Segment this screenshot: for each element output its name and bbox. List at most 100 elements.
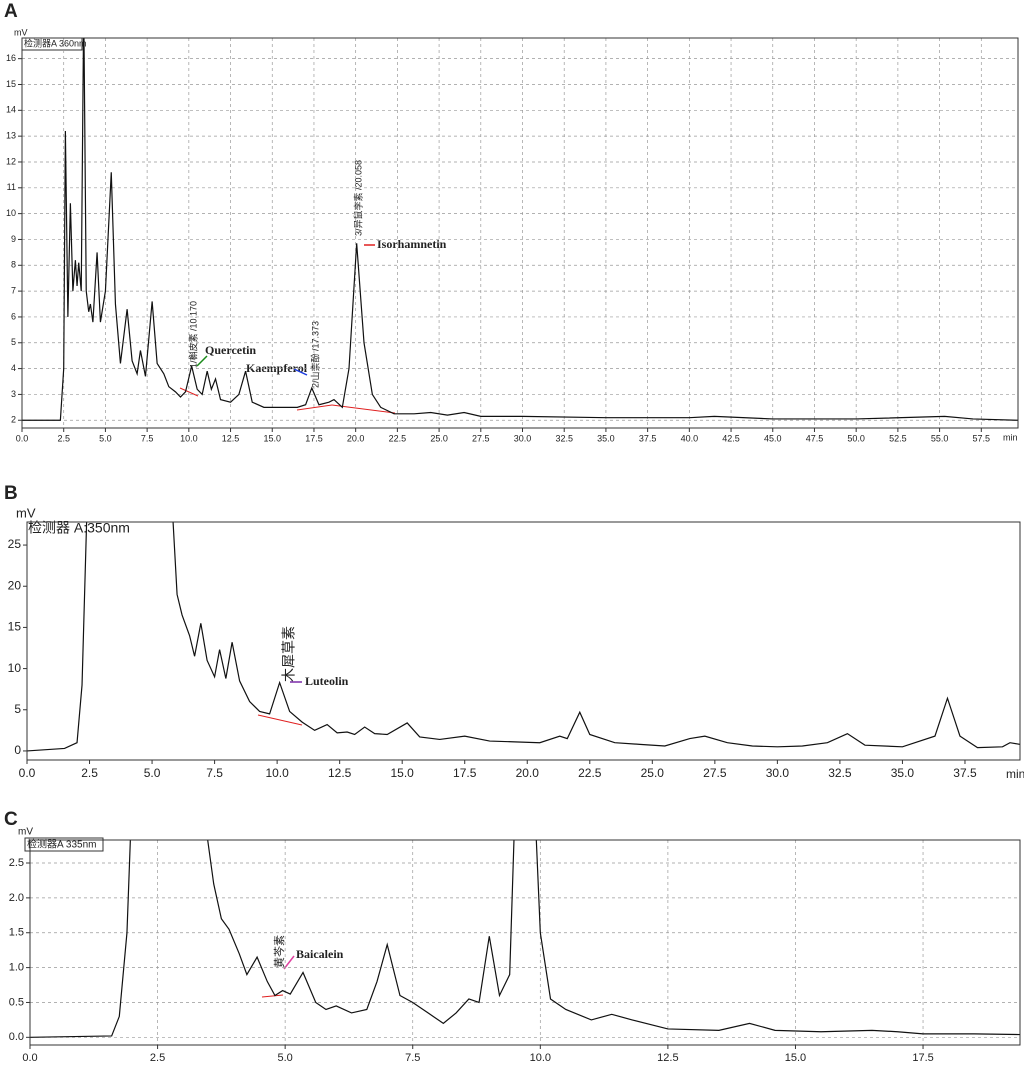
y-tick-label: 1.0 bbox=[9, 962, 24, 974]
compound-label: Isorhamnetin bbox=[377, 237, 447, 251]
peak-label: 2/山柰酚 /17.373 bbox=[309, 321, 320, 388]
x-tick-label: 17.5 bbox=[912, 1052, 933, 1064]
x-tick-label: 57.5 bbox=[973, 433, 991, 443]
x-tick-label: 25.0 bbox=[430, 433, 448, 443]
detector-label: 检测器A 335nm bbox=[27, 838, 96, 851]
y-tick-label: 6 bbox=[11, 311, 16, 321]
arrow bbox=[293, 368, 308, 376]
panel-letter: A bbox=[4, 1, 18, 22]
x-tick-label: 37.5 bbox=[953, 766, 977, 780]
x-tick-label: 12.5 bbox=[222, 433, 240, 443]
x-tick-label: 17.5 bbox=[305, 433, 323, 443]
y-tick-label: 10 bbox=[6, 208, 16, 218]
chromatogram-line bbox=[22, 38, 1018, 421]
x-tick-label: 42.5 bbox=[722, 433, 740, 443]
baseline bbox=[296, 404, 333, 411]
y-tick-label: 1.5 bbox=[9, 927, 24, 939]
y-tick-label: 10 bbox=[8, 661, 22, 675]
x-tick-label: 15.0 bbox=[263, 433, 281, 443]
compound-label: Kaempferol bbox=[246, 361, 308, 375]
x-tick-label: 35.0 bbox=[891, 766, 915, 780]
y-tick-label: 8 bbox=[11, 260, 16, 270]
y-tick-label: 0 bbox=[14, 743, 21, 757]
peak-label: 黄芩素 bbox=[272, 935, 286, 968]
detector-box bbox=[24, 837, 104, 852]
x-tick-label: 32.5 bbox=[555, 433, 573, 443]
baseline bbox=[261, 994, 284, 998]
x-tick-label: 25.0 bbox=[641, 766, 665, 780]
x-tick-label: 10.0 bbox=[180, 433, 198, 443]
plot-frame bbox=[29, 839, 1021, 1046]
compound-label: Luteolin bbox=[305, 674, 349, 688]
y-tick-label: 5 bbox=[14, 702, 21, 716]
y-tick-label: 12 bbox=[6, 156, 16, 166]
peak-label: 1/槲皮素 /10.170 bbox=[187, 301, 198, 368]
x-tick-label: 15.0 bbox=[785, 1052, 806, 1064]
x-tick-label: 2.5 bbox=[150, 1052, 165, 1064]
x-tick-label: 7.5 bbox=[206, 766, 223, 780]
x-tick-label: 35.0 bbox=[597, 433, 615, 443]
x-tick-label: 15.0 bbox=[391, 766, 415, 780]
panel-letter: B bbox=[4, 483, 18, 504]
y-tick-label: 13 bbox=[6, 131, 16, 141]
y-tick-label: 4 bbox=[11, 363, 16, 373]
x-tick-label: 20.0 bbox=[516, 766, 540, 780]
compound-label: Baicalein bbox=[296, 947, 344, 961]
x-tick-label: 5.0 bbox=[144, 766, 161, 780]
y-tick-label: 2 bbox=[11, 415, 16, 425]
x-tick-label: 2.5 bbox=[57, 433, 70, 443]
x-axis-label: min bbox=[1006, 767, 1024, 781]
y-tick-label: 2.0 bbox=[9, 892, 24, 904]
x-tick-label: 27.5 bbox=[703, 766, 727, 780]
y-tick-label: 16 bbox=[6, 53, 16, 63]
x-tick-label: 7.5 bbox=[141, 433, 154, 443]
detector-label: 检测器A 360nm bbox=[24, 37, 87, 48]
plot-frame bbox=[26, 521, 1021, 761]
x-tick-label: 10.0 bbox=[530, 1052, 551, 1064]
x-tick-label: 7.5 bbox=[405, 1052, 420, 1064]
y-tick-label: 7 bbox=[11, 285, 16, 295]
peak-label: 木犀草素 bbox=[281, 626, 297, 682]
x-tick-label: 40.0 bbox=[681, 433, 699, 443]
y-axis-label: mV bbox=[18, 827, 33, 838]
detector-label: 检测器 A:350nm bbox=[28, 520, 130, 536]
x-tick-label: 12.5 bbox=[657, 1052, 678, 1064]
y-tick-label: 15 bbox=[6, 79, 16, 89]
x-tick-label: 5.0 bbox=[278, 1052, 293, 1064]
x-tick-label: 30.0 bbox=[514, 433, 532, 443]
y-tick-label: 9 bbox=[11, 234, 16, 244]
arrow bbox=[196, 355, 208, 367]
x-tick-label: 0.0 bbox=[19, 766, 36, 780]
x-tick-label: 10.0 bbox=[265, 766, 289, 780]
y-tick-label: 2.5 bbox=[9, 857, 24, 869]
y-tick-label: 11 bbox=[7, 182, 16, 192]
x-tick-label: 0.0 bbox=[22, 1052, 37, 1064]
x-tick-label: 2.5 bbox=[81, 766, 98, 780]
chromatogram-line bbox=[27, 522, 1020, 752]
arrow bbox=[283, 955, 295, 970]
x-tick-label: 0.0 bbox=[16, 433, 29, 443]
x-tick-label: 47.5 bbox=[806, 433, 824, 443]
x-tick-label: 5.0 bbox=[99, 433, 112, 443]
x-tick-label: 17.5 bbox=[453, 766, 477, 780]
y-tick-label: 0.0 bbox=[9, 1031, 24, 1043]
chromatogram-line bbox=[30, 840, 1020, 1038]
x-tick-label: 37.5 bbox=[639, 433, 657, 443]
x-tick-label: 20.0 bbox=[347, 433, 365, 443]
y-axis-label: mV bbox=[16, 505, 36, 520]
x-tick-label: 50.0 bbox=[847, 433, 865, 443]
x-tick-label: 22.5 bbox=[389, 433, 407, 443]
x-tick-label: 22.5 bbox=[578, 766, 602, 780]
baseline bbox=[257, 714, 303, 726]
compound-label: Quercetin bbox=[205, 343, 256, 357]
y-tick-label: 3 bbox=[11, 389, 16, 399]
x-tick-label: 45.0 bbox=[764, 433, 782, 443]
y-tick-label: 25 bbox=[8, 537, 22, 551]
y-tick-label: 5 bbox=[11, 337, 16, 347]
x-tick-label: 55.0 bbox=[931, 433, 949, 443]
plot-frame bbox=[21, 37, 1019, 429]
y-tick-label: 15 bbox=[8, 620, 22, 634]
y-tick-label: 20 bbox=[8, 578, 22, 592]
y-tick-label: 14 bbox=[6, 105, 16, 115]
